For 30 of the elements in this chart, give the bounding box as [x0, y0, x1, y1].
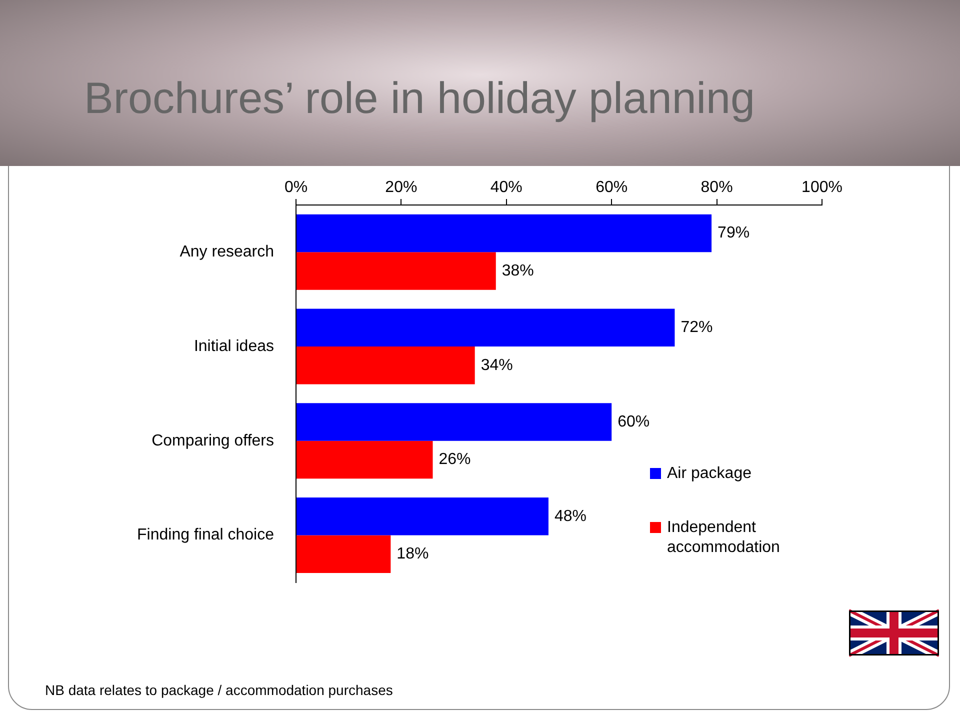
- data-label: 26%: [438, 451, 471, 468]
- bar: [296, 440, 433, 479]
- y-tick-label: Finding final choice: [137, 526, 274, 544]
- y-tick-label: Comparing offers: [152, 432, 274, 450]
- data-label: 60%: [618, 413, 650, 430]
- chart-title: Brochures’ role in holiday planning: [84, 74, 755, 124]
- y-tick-label: Any research: [180, 244, 274, 261]
- x-tick-label: 20%: [385, 178, 418, 196]
- data-label: 79%: [718, 224, 750, 242]
- bar: [296, 346, 475, 384]
- bar: [296, 252, 496, 290]
- data-label: 72%: [680, 319, 713, 336]
- x-tick-label: 0%: [284, 178, 308, 196]
- bar: [296, 214, 712, 252]
- bar: [296, 535, 391, 573]
- y-tick-label: Initial ideas: [194, 338, 274, 355]
- legend-label: Air package: [667, 464, 752, 484]
- data-label: 48%: [554, 508, 587, 525]
- x-tick-label: 100%: [802, 178, 842, 196]
- x-tick-label: 60%: [596, 178, 628, 196]
- legend-label: Independent accommodation: [667, 518, 781, 558]
- x-tick-label: 40%: [490, 178, 522, 196]
- bar: [296, 497, 548, 536]
- bar: [296, 403, 612, 441]
- bar: [296, 308, 675, 347]
- x-tick-label: 80%: [700, 178, 733, 196]
- data-label: 34%: [480, 356, 513, 374]
- data-label: 38%: [502, 262, 534, 280]
- data-label: 18%: [396, 546, 429, 562]
- text: NB data relates to package / accommodation purchases: [45, 682, 393, 698]
